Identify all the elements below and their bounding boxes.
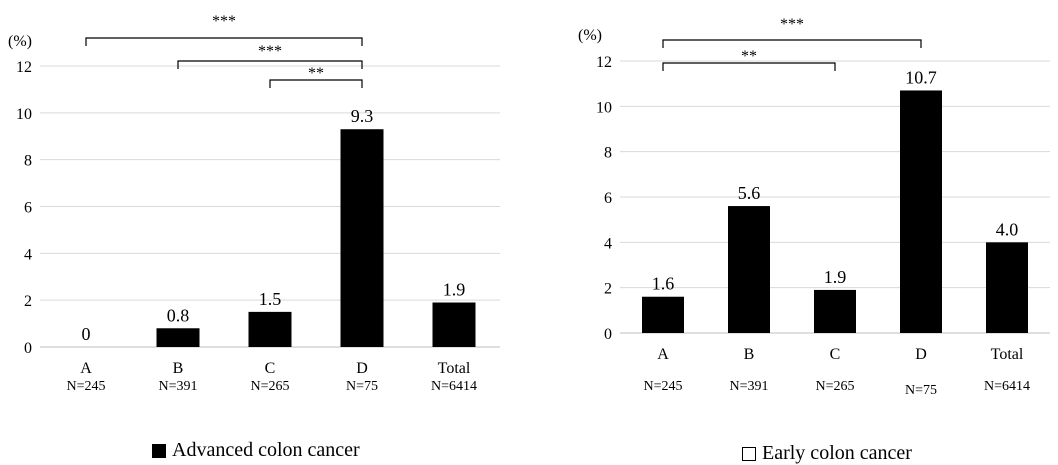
data-label: 0 <box>82 324 91 344</box>
bar-b <box>728 206 770 333</box>
n-label: N=245 <box>643 379 682 394</box>
y-tick-label: 4 <box>24 246 32 263</box>
y-tick-label: 12 <box>16 59 32 76</box>
significance-stars: *** <box>780 16 804 33</box>
legend-early: Early colon cancer <box>742 442 912 465</box>
x-tick-label: B <box>744 346 755 363</box>
n-label: N=75 <box>905 383 937 398</box>
bar-total <box>432 302 476 347</box>
n-label: N=265 <box>250 379 289 394</box>
bar-total <box>986 242 1028 333</box>
data-label: 4.0 <box>996 219 1019 239</box>
bar-d <box>340 129 384 347</box>
y-tick-label: 6 <box>24 200 32 217</box>
x-tick-label: Total <box>991 346 1024 363</box>
bar-c <box>814 289 856 333</box>
data-label: 1.9 <box>443 280 466 300</box>
y-tick-label: 10 <box>596 99 612 116</box>
y-tick-label: 8 <box>604 145 612 162</box>
legend-swatch-filled <box>152 443 166 458</box>
data-label: 10.7 <box>905 67 937 87</box>
n-label: N=391 <box>158 379 197 394</box>
n-label: N=6414 <box>431 379 477 394</box>
significance-stars: *** <box>258 43 282 60</box>
n-label: N=245 <box>66 379 105 394</box>
x-tick-label: D <box>915 346 927 363</box>
legend-swatch-empty <box>742 446 756 461</box>
y-unit-label: (%) <box>8 33 32 50</box>
x-tick-label: D <box>356 360 368 377</box>
y-tick-label: 0 <box>604 326 612 343</box>
y-tick-label: 4 <box>604 235 612 252</box>
x-tick-label: C <box>265 360 276 377</box>
x-tick-label: A <box>657 346 669 363</box>
n-label: N=265 <box>815 379 854 394</box>
bar-c <box>248 311 292 347</box>
y-tick-label: 8 <box>24 153 32 170</box>
n-label: N=6414 <box>984 379 1030 394</box>
x-tick-label: A <box>80 360 92 377</box>
bar-b <box>156 328 200 347</box>
x-tick-label: C <box>830 346 841 363</box>
significance-stars: ** <box>741 48 757 65</box>
significance-bracket <box>177 60 363 69</box>
data-label: 1.5 <box>259 289 282 309</box>
x-tick-label: Total <box>438 360 471 377</box>
legend-advanced: Advanced colon cancer <box>152 439 360 462</box>
significance-stars: *** <box>212 13 236 30</box>
y-tick-label: 12 <box>596 54 612 71</box>
significance-stars: ** <box>308 65 324 82</box>
significance-bracket <box>662 62 836 71</box>
y-tick-label: 2 <box>24 293 32 310</box>
bar-d <box>900 90 942 333</box>
data-label: 1.6 <box>652 274 675 294</box>
significance-bracket <box>85 37 363 46</box>
y-tick-label: 2 <box>604 281 612 298</box>
y-tick-label: 0 <box>24 340 32 357</box>
significance-bracket <box>269 79 363 88</box>
legend-label: Early colon cancer <box>762 442 912 464</box>
y-unit-label: (%) <box>578 27 602 44</box>
legend-label: Advanced colon cancer <box>172 439 360 461</box>
data-label: 9.3 <box>351 106 374 126</box>
n-label: N=391 <box>729 379 768 394</box>
bar-a <box>642 296 684 333</box>
data-label: 0.8 <box>167 305 190 325</box>
significance-bracket <box>662 39 922 48</box>
data-label: 1.9 <box>824 267 847 287</box>
y-tick-label: 6 <box>604 190 612 207</box>
x-tick-label: B <box>173 360 184 377</box>
data-label: 5.6 <box>738 183 761 203</box>
n-label: N=75 <box>346 379 378 394</box>
y-tick-label: 10 <box>16 106 32 123</box>
